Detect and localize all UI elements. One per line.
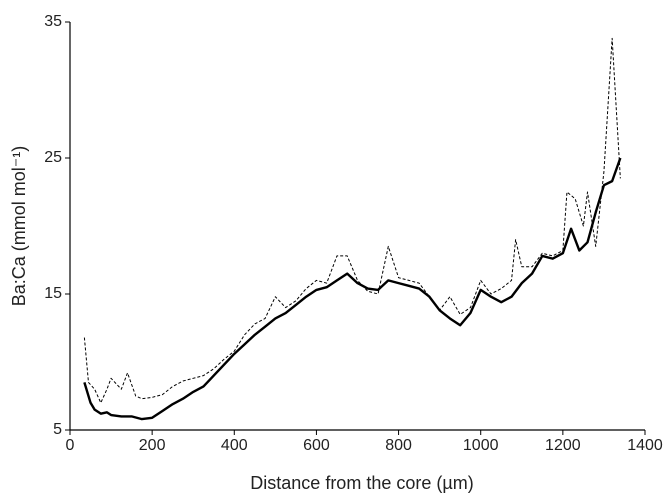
y-tick-label: 5 [53, 421, 62, 438]
series-line [83, 37, 621, 404]
x-tick-label: 800 [385, 437, 412, 454]
y-axis-label: Ba:Ca (mmol mol⁻¹) [9, 146, 29, 307]
x-tick-label: 600 [303, 437, 330, 454]
x-tick-label: 400 [221, 437, 248, 454]
y-tick-label: 25 [44, 149, 62, 166]
x-tick-label: 200 [139, 437, 166, 454]
series-line [83, 157, 622, 421]
x-tick-label: 1000 [463, 437, 499, 454]
y-tick-label: 35 [44, 13, 62, 30]
x-tick-label: 0 [66, 437, 75, 454]
x-tick-label: 1200 [545, 437, 581, 454]
x-tick-label: 1400 [627, 437, 663, 454]
y-tick-label: 15 [44, 285, 62, 302]
x-axis-label: Distance from the core (µm) [250, 473, 473, 493]
